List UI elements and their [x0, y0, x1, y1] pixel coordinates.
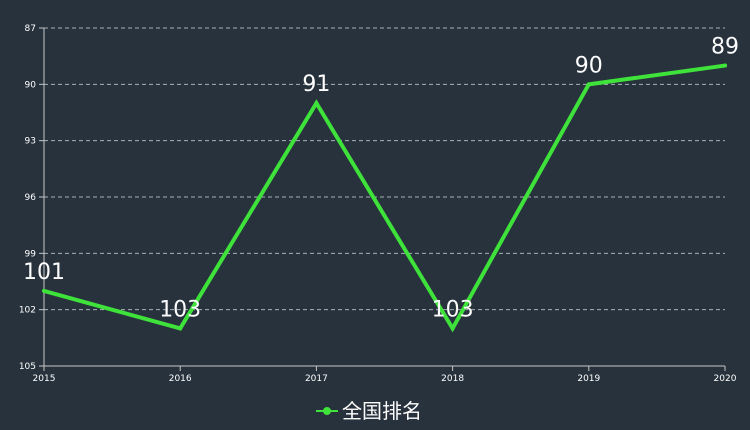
y-tick-label: 102 [19, 306, 36, 316]
y-tick-label: 105 [19, 362, 36, 372]
data-point[interactable] [178, 326, 183, 331]
data-label: 90 [575, 53, 603, 78]
x-tick-label: 2017 [305, 374, 328, 384]
y-tick-label: 99 [25, 249, 37, 259]
data-label: 91 [302, 72, 330, 97]
data-point[interactable] [450, 326, 455, 331]
x-axis-ticks: 2015 2016 2017 2018 2019 2020 [33, 366, 737, 384]
legend-dot-icon [323, 407, 331, 415]
x-tick-label: 2019 [577, 374, 600, 384]
x-tick-label: 2015 [33, 374, 56, 384]
data-labels: 101 103 91 103 90 89 [23, 35, 739, 323]
legend-label[interactable]: 全国排名 [342, 399, 422, 423]
y-tick-label: 87 [25, 24, 36, 34]
data-label: 103 [432, 297, 474, 322]
data-label: 89 [711, 35, 739, 60]
x-tick-label: 2018 [441, 374, 464, 384]
series-line[interactable] [42, 63, 727, 333]
data-label: 103 [159, 297, 201, 322]
x-tick-label: 2020 [714, 374, 737, 384]
x-tick-label: 2016 [169, 374, 192, 384]
y-tick-label: 90 [25, 80, 37, 90]
data-point[interactable] [314, 101, 319, 106]
data-point[interactable] [586, 82, 591, 87]
data-point[interactable] [42, 288, 46, 293]
data-point[interactable] [723, 63, 727, 68]
grid-lines [44, 27, 725, 311]
y-tick-label: 96 [25, 193, 37, 203]
series-lines [42, 63, 727, 333]
data-label: 101 [23, 260, 65, 285]
y-axis-ticks: 87 90 93 96 99 102 105 [19, 24, 44, 372]
legend[interactable]: 全国排名 [316, 399, 422, 423]
y-tick-label: 93 [25, 137, 36, 147]
